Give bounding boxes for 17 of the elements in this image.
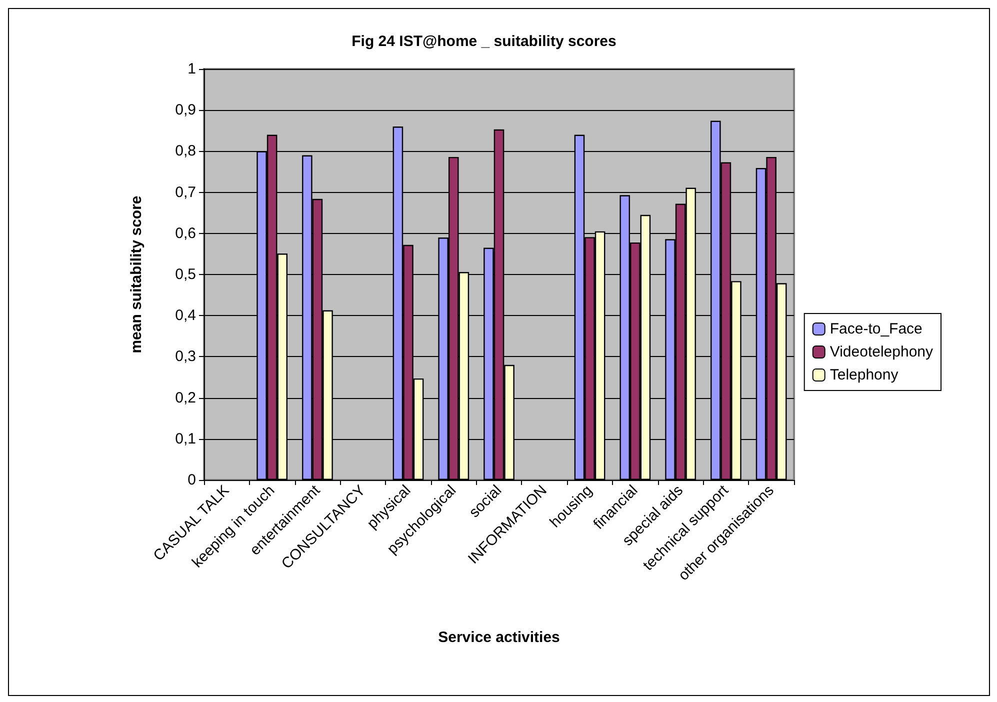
y-tick-label: 0,4 <box>175 307 196 324</box>
legend-label: Telephony <box>830 366 899 384</box>
y-tick-label: 0,9 <box>175 102 196 119</box>
x-axis-title: Service activities <box>438 629 560 646</box>
y-tick-label: 0 <box>188 472 196 488</box>
y-tick-label: 0,3 <box>175 348 196 366</box>
y-tick-label: 0,7 <box>175 184 196 201</box>
y-tick-label: 0,6 <box>175 224 196 242</box>
y-tick-label: 1 <box>188 60 196 78</box>
y-tick-label: 0,1 <box>175 430 196 448</box>
y-tick-label: 0,5 <box>175 266 196 283</box>
y-tick-label: 0,2 <box>175 389 196 406</box>
y-axis-title: mean suitability score <box>128 196 145 354</box>
y-tick-label: 0,8 <box>175 142 196 160</box>
chart-title: Fig 24 IST@home _ suitability scores <box>352 33 616 50</box>
legend-label: Videotelephony <box>830 344 934 360</box>
legend-label: Face-to_Face <box>830 320 922 338</box>
